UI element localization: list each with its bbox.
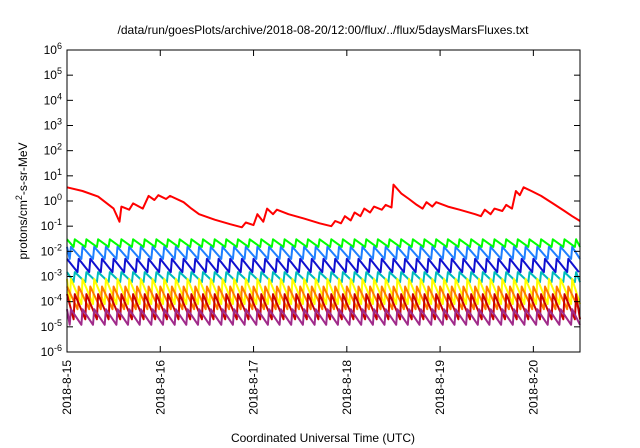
y-tick-label: 103 (44, 117, 62, 133)
y-axis-title: protons/cm2-s-sr-MeV (14, 142, 30, 259)
y-tick-label: 106 (44, 41, 62, 57)
series-line (66, 257, 580, 274)
y-axis: 10-6 10-5 10-4 10-3 10-2 10-1 100 101 102 103 104 1… (41, 41, 580, 359)
series-layer (66, 183, 581, 326)
x-tick-label: 2018-8-17 (247, 360, 261, 415)
x-axis: 2018-8-15 2018-8-16 2018-8-17 2018-8-18 2018… (60, 50, 540, 415)
y-tick-label: 10-3 (41, 268, 62, 284)
series-line (66, 183, 581, 229)
y-tick-label: 102 (44, 142, 62, 158)
series-line (66, 245, 581, 260)
x-tick-label: 2018-8-16 (153, 360, 167, 415)
x-axis-title: Coordinated Universal Time (UTC) (231, 431, 415, 445)
y-tick-label: 10-6 (41, 343, 62, 359)
series-line (66, 238, 581, 248)
series-line (66, 277, 581, 306)
y-tick-label: 104 (44, 91, 62, 107)
x-tick-label: 2018-8-20 (526, 360, 540, 415)
y-tick-label: 100 (44, 192, 62, 208)
chart-title: /data/run/goesPlots/archive/2018-08-20/1… (118, 23, 530, 37)
x-tick-label: 2018-8-19 (433, 360, 447, 415)
y-tick-label: 105 (44, 66, 62, 82)
series-line (66, 285, 580, 311)
series-line (66, 293, 581, 321)
y-tick-label: 10-4 (41, 293, 62, 309)
x-tick-label: 2018-8-18 (340, 360, 354, 415)
x-tick-label: 2018-8-15 (60, 360, 74, 415)
y-tick-label: 101 (44, 167, 62, 183)
series-line (66, 308, 581, 326)
y-tick-label: 10-2 (41, 242, 62, 258)
y-tick-label: 10-1 (41, 217, 62, 233)
y-tick-label: 10-5 (41, 318, 62, 334)
